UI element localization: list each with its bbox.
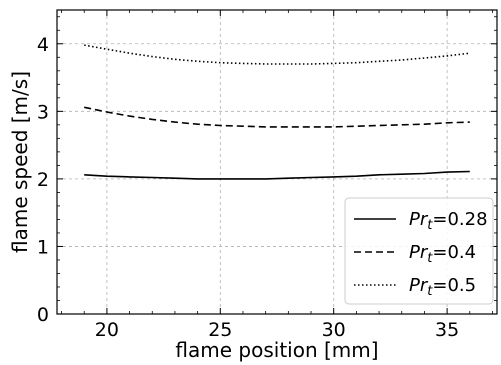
x-tick-label: 25 bbox=[208, 319, 232, 341]
series-line-1 bbox=[84, 170, 470, 180]
legend: Prt=0.28 Prt=0.4 Prt=0.5 bbox=[344, 197, 494, 305]
x-tick-label: 30 bbox=[322, 319, 346, 341]
y-tick-label: 2 bbox=[37, 169, 49, 191]
series-line-2 bbox=[84, 106, 470, 128]
plot-frame bbox=[56, 9, 498, 315]
series-line-3 bbox=[84, 44, 470, 65]
legend-label-2: Prt=0.4 bbox=[409, 242, 476, 266]
x-tick-label: 20 bbox=[95, 319, 119, 341]
legend-label-1: Prt=0.28 bbox=[409, 209, 488, 233]
y-tick-label: 4 bbox=[37, 34, 49, 56]
y-tick-label: 3 bbox=[37, 101, 49, 123]
y-tick-label: 1 bbox=[37, 236, 49, 258]
legend-box bbox=[344, 197, 494, 305]
y-axis-label: flame speed [m/s] bbox=[8, 71, 32, 253]
x-tick-label: 35 bbox=[435, 319, 459, 341]
legend-label-3: Prt=0.5 bbox=[409, 275, 476, 299]
y-tick-label: 0 bbox=[37, 304, 49, 326]
x-axis-label: flame position [mm] bbox=[175, 338, 378, 362]
